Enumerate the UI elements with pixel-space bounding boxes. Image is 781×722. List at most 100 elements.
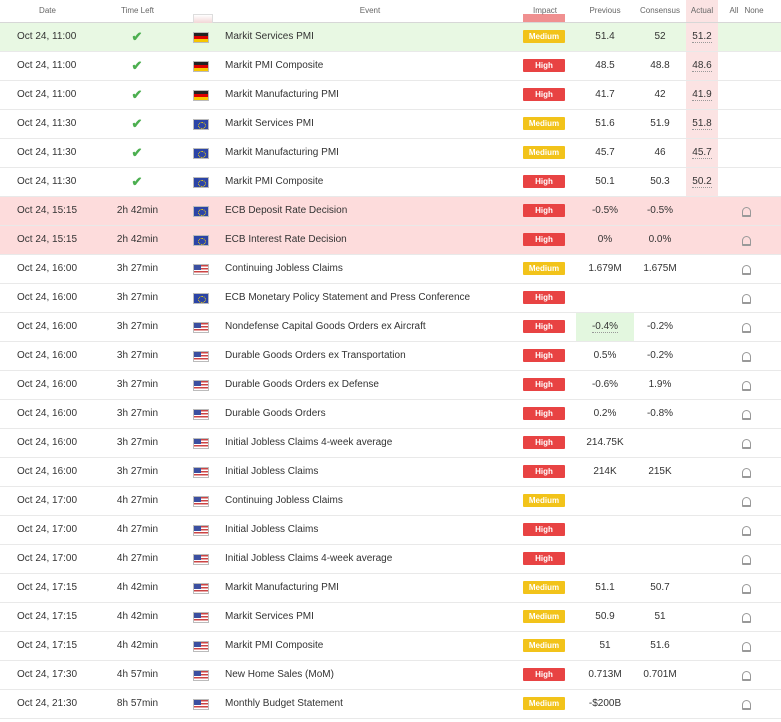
table-row[interactable]: Oct 24, 16:00 3h 27min Initial Jobless Cla… <box>0 429 781 458</box>
header-impact[interactable]: Impact <box>532 6 557 15</box>
event-name[interactable]: Durable Goods Orders ex Transportation <box>225 350 406 361</box>
event-name[interactable]: Markit Services PMI <box>225 118 314 129</box>
event-name[interactable]: Continuing Jobless Claims <box>225 495 343 506</box>
table-row[interactable]: Oct 24, 16:00 3h 27min Nondefense Capital … <box>0 313 781 342</box>
event-name[interactable]: Markit Services PMI <box>225 31 314 42</box>
table-row[interactable]: Oct 24, 21:30 8h 57min Monthly Budget Stat… <box>0 690 781 719</box>
bell-icon[interactable] <box>741 207 751 217</box>
bell-icon[interactable] <box>741 468 751 478</box>
table-row[interactable]: Oct 24, 15:15 2h 42min ECB Deposit Rate De… <box>0 197 781 226</box>
table-row[interactable]: Oct 24, 16:00 3h 27min Continuing Jobless … <box>0 255 781 284</box>
impact-cell: Medium <box>523 632 565 660</box>
event-name[interactable]: Markit Services PMI <box>225 611 314 622</box>
actual-text[interactable]: 48.6 <box>692 60 712 72</box>
event-name[interactable]: Markit Manufacturing PMI <box>225 89 339 100</box>
previous-value <box>576 284 634 312</box>
table-row[interactable]: Oct 24, 17:15 4h 42min Markit Services PMI… <box>0 603 781 632</box>
actual-text[interactable]: 45.7 <box>692 147 712 159</box>
bell-icon[interactable] <box>741 265 751 275</box>
table-row[interactable]: Oct 24, 15:15 2h 42min ECB Interest Rate D… <box>0 226 781 255</box>
table-row[interactable]: Oct 24, 11:30 ✔ Markit PMI Composite High 50… <box>0 168 781 197</box>
event-name[interactable]: Markit Manufacturing PMI <box>225 582 339 593</box>
bell-icon[interactable] <box>741 700 751 710</box>
event-name[interactable]: Markit PMI Composite <box>225 640 324 651</box>
event-name[interactable]: Markit PMI Composite <box>225 60 324 71</box>
actual-value: 41.9 <box>686 81 718 109</box>
bell-icon[interactable] <box>741 323 751 333</box>
table-row[interactable]: Oct 24, 17:15 4h 42min Markit Manufacturin… <box>0 574 781 603</box>
event-name[interactable]: ECB Deposit Rate Decision <box>225 205 348 216</box>
actual-text[interactable]: 51.2 <box>692 31 712 43</box>
bell-icon[interactable] <box>741 584 751 594</box>
table-row[interactable]: Oct 24, 16:00 3h 27min ECB Monetary Policy… <box>0 284 781 313</box>
flag-cell <box>193 516 211 544</box>
flag-us-icon <box>193 264 209 275</box>
previous-value: -0.5% <box>576 197 634 225</box>
table-row[interactable]: Oct 24, 11:30 ✔ Markit Services PMI Medium 5… <box>0 110 781 139</box>
header-event[interactable]: Event <box>359 6 381 15</box>
table-row[interactable]: Oct 24, 17:30 4h 57min New Home Sales (MoM… <box>0 661 781 690</box>
event-name[interactable]: Durable Goods Orders <box>225 408 326 419</box>
header-date[interactable]: Date <box>39 6 56 15</box>
actual-text[interactable]: 41.9 <box>692 89 712 101</box>
table-row[interactable]: Oct 24, 17:00 4h 27min Initial Jobless Cla… <box>0 545 781 574</box>
header-previous[interactable]: Previous <box>589 6 621 15</box>
bell-icon[interactable] <box>741 410 751 420</box>
event-date: Oct 24, 17:00 <box>17 524 78 535</box>
table-row[interactable]: Oct 24, 11:00 ✔ Markit PMI Composite High 48… <box>0 52 781 81</box>
bell-icon[interactable] <box>741 671 751 681</box>
table-row[interactable]: Oct 24, 17:00 4h 27min Initial Jobless Cla… <box>0 516 781 545</box>
table-row[interactable]: Oct 24, 16:00 3h 27min Durable Goods Order… <box>0 342 781 371</box>
event-name[interactable]: Monthly Budget Statement <box>225 698 343 709</box>
flag-us-icon <box>193 380 209 391</box>
actual-text[interactable]: 50.2 <box>692 176 712 188</box>
table-row[interactable]: Oct 24, 17:15 4h 42min Markit PMI Composit… <box>0 632 781 661</box>
header-consensus[interactable]: Consensus <box>639 6 681 15</box>
bell-icon[interactable] <box>741 642 751 652</box>
flag-eu-icon <box>193 206 209 217</box>
event-name[interactable]: Durable Goods Orders ex Defense <box>225 379 379 390</box>
bell-icon[interactable] <box>741 555 751 565</box>
event-name[interactable]: Continuing Jobless Claims <box>225 263 343 274</box>
event-name[interactable]: Initial Jobless Claims <box>225 524 319 535</box>
flag-us-icon <box>193 670 209 681</box>
bell-icon[interactable] <box>741 236 751 246</box>
event-name[interactable]: Initial Jobless Claims 4-week average <box>225 437 393 448</box>
flag-cell <box>193 284 211 312</box>
table-row[interactable]: Oct 24, 11:30 ✔ Markit Manufacturing PMI Me… <box>0 139 781 168</box>
event-name[interactable]: ECB Interest Rate Decision <box>225 234 347 245</box>
event-name[interactable]: Markit PMI Composite <box>225 176 324 187</box>
table-row[interactable]: Oct 24, 16:00 3h 27min Durable Goods Order… <box>0 371 781 400</box>
time-left: 3h 27min <box>116 379 159 390</box>
actual-text[interactable]: 51.8 <box>692 118 712 130</box>
event-name[interactable]: Markit Manufacturing PMI <box>225 147 339 158</box>
table-row[interactable]: Oct 24, 11:00 ✔ Markit Services PMI Medium 5… <box>0 23 781 52</box>
table-row[interactable]: Oct 24, 17:00 4h 27min Continuing Jobless … <box>0 487 781 516</box>
event-name[interactable]: ECB Monetary Policy Statement and Press … <box>225 292 471 303</box>
check-icon: ✔ <box>131 145 143 160</box>
alert-cell <box>736 429 756 457</box>
bell-icon[interactable] <box>741 526 751 536</box>
header-time-left[interactable]: Time Left <box>120 6 155 15</box>
event-date: Oct 24, 16:00 <box>17 292 78 303</box>
event-name[interactable]: Initial Jobless Claims <box>225 466 319 477</box>
consensus-value: 50.3 <box>650 176 670 187</box>
table-row[interactable]: Oct 24, 16:00 3h 27min Initial Jobless Cla… <box>0 458 781 487</box>
bell-icon[interactable] <box>741 294 751 304</box>
flag-cell <box>193 81 211 109</box>
impact-cell: Medium <box>523 690 565 718</box>
table-row[interactable]: Oct 24, 16:00 3h 27min Durable Goods Order… <box>0 400 781 429</box>
bell-icon[interactable] <box>741 439 751 449</box>
time-left: 2h 42min <box>116 205 159 216</box>
bell-icon[interactable] <box>741 352 751 362</box>
event-name[interactable]: Initial Jobless Claims 4-week average <box>225 553 393 564</box>
header-all-button[interactable]: All <box>729 6 739 15</box>
event-name[interactable]: Nondefense Capital Goods Orders ex Aircr… <box>225 321 426 332</box>
bell-icon[interactable] <box>741 497 751 507</box>
event-name[interactable]: New Home Sales (MoM) <box>225 669 334 680</box>
header-none-button[interactable]: None <box>744 6 764 15</box>
bell-icon[interactable] <box>741 613 751 623</box>
bell-icon[interactable] <box>741 381 751 391</box>
header-actual[interactable]: Actual <box>690 6 714 15</box>
table-row[interactable]: Oct 24, 11:00 ✔ Markit Manufacturing PMI Hi… <box>0 81 781 110</box>
